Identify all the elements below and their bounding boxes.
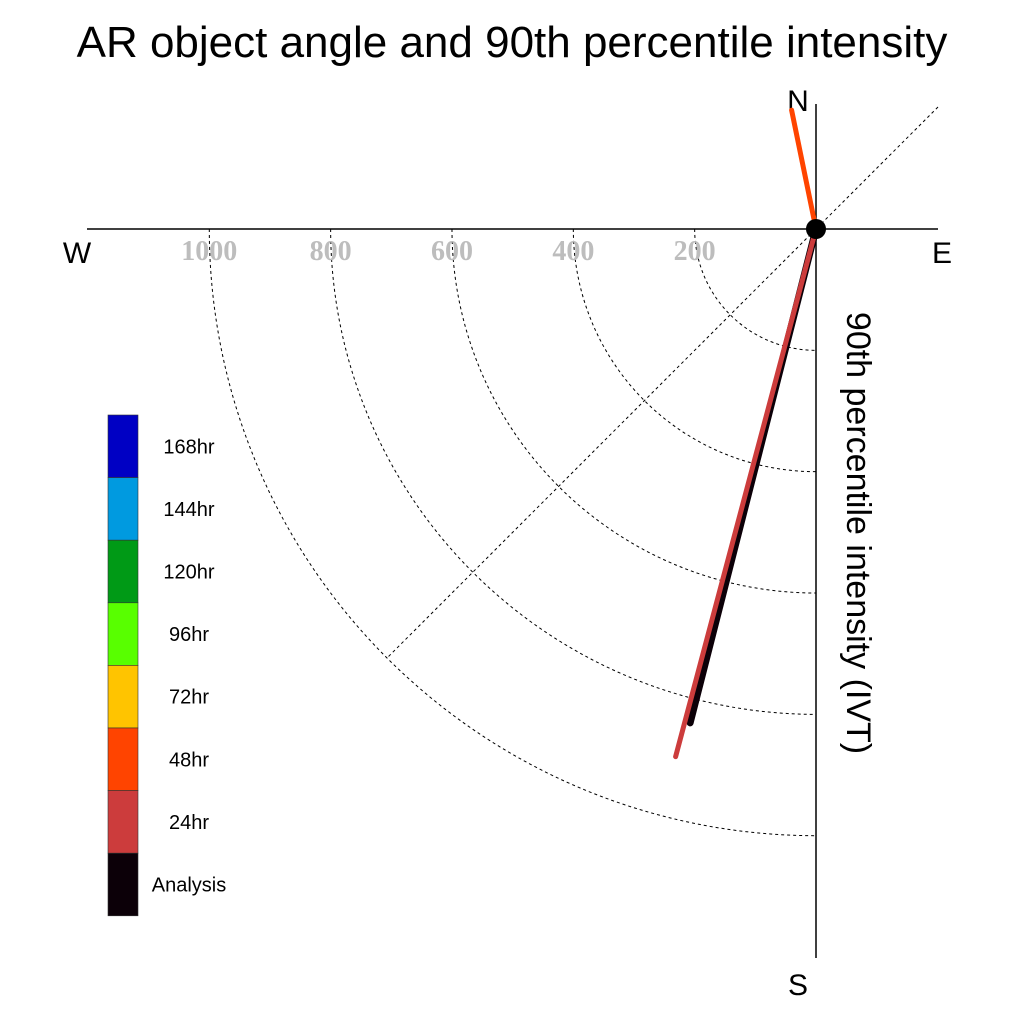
- radial-axis-label: 90th percentile intensity (IVT): [839, 312, 877, 754]
- origin-marker: [806, 219, 826, 239]
- radial-tick-labels: 1000 800 600 400 200: [181, 236, 715, 267]
- legend-label: 24hr: [169, 812, 209, 834]
- legend-label: Analysis: [152, 875, 226, 897]
- chart-title: AR object angle and 90th percentile inte…: [77, 18, 948, 67]
- legend-label: 144hr: [163, 499, 214, 521]
- radial-tick-label: 200: [674, 236, 716, 267]
- legend-label: 48hr: [169, 749, 209, 771]
- legend-swatch: [107, 790, 139, 854]
- legend-label: 72hr: [169, 687, 209, 709]
- radial-tick-label: 600: [431, 236, 473, 267]
- east-label: E: [932, 237, 952, 270]
- grid-arc: [694, 228, 817, 351]
- polar-grid: [208, 228, 817, 837]
- legend-swatch: [107, 602, 139, 666]
- legend-label: 168hr: [163, 436, 214, 458]
- west-label: W: [63, 237, 92, 270]
- legend-label: 96hr: [169, 624, 209, 646]
- legend-swatch: [107, 727, 139, 791]
- grid-arc: [330, 228, 817, 715]
- legend-swatch: [107, 665, 139, 729]
- radial-tick-label: 800: [310, 236, 352, 267]
- series-line: [673, 226, 819, 760]
- grid-arc: [451, 228, 817, 594]
- radial-tick-label: 400: [552, 236, 594, 267]
- south-label: S: [788, 969, 808, 1002]
- diagonal-grid-line: [387, 106, 939, 658]
- legend-swatch: [107, 539, 139, 604]
- legend: 168hr 144hr 120hr 96hr 72hr 48hr 24hr Analysis: [107, 414, 226, 917]
- grid-arc: [572, 228, 817, 473]
- grid-arc: [208, 228, 817, 837]
- data-series: [673, 107, 820, 760]
- legend-swatch: [107, 414, 139, 478]
- legend-swatch: [107, 477, 139, 541]
- series-line: [789, 107, 819, 232]
- radial-tick-label: 1000: [181, 236, 237, 267]
- legend-label: 120hr: [163, 562, 214, 584]
- legend-swatch: [107, 852, 139, 917]
